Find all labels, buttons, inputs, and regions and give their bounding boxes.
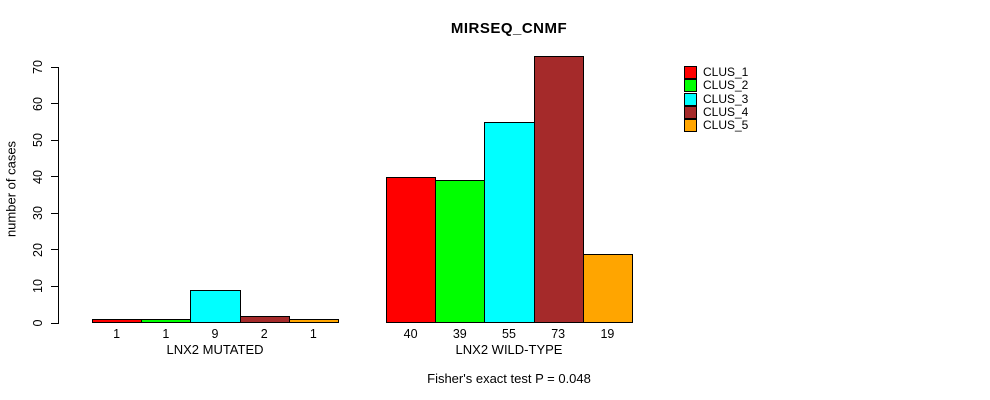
y-tick-label: 10 — [31, 279, 45, 294]
legend-swatch-clus_3 — [684, 92, 697, 106]
chart-title: MIRSEQ_CNMF — [450, 20, 568, 37]
legend-item-clus_3: CLUS_3 — [684, 91, 749, 106]
y-tick-label: 70 — [31, 60, 45, 75]
y-tick-mark — [51, 212, 59, 214]
bar-clus_2-group2 — [435, 180, 486, 323]
legend-swatch-clus_4 — [684, 105, 697, 119]
bar-clus_4-group1 — [239, 315, 290, 323]
y-tick-mark — [51, 66, 59, 68]
bar-value-label: 1 — [113, 327, 121, 341]
bar-clus_4-group2 — [533, 56, 584, 323]
x-group-label-1: LNX2 MUTATED — [166, 342, 264, 357]
y-axis-title: number of cases — [3, 140, 19, 238]
legend-label: CLUS_5 — [703, 118, 749, 133]
y-tick-mark — [51, 285, 59, 287]
y-tick-label: 20 — [31, 242, 45, 257]
y-tick-label: 40 — [31, 169, 45, 184]
bar-value-label: 39 — [452, 327, 467, 341]
y-tick-mark — [51, 176, 59, 178]
legend-swatch-clus_5 — [684, 119, 697, 133]
y-axis-line — [58, 67, 59, 323]
bar-clus_5-group1 — [288, 319, 339, 323]
bar-clus_2-group1 — [141, 319, 192, 323]
bar-value-label: 55 — [502, 327, 516, 341]
y-tick-label: 50 — [31, 133, 45, 148]
legend-item-clus_4: CLUS_4 — [684, 104, 749, 119]
y-tick-mark — [51, 322, 59, 324]
legend-label: CLUS_2 — [703, 78, 749, 93]
bar-clus_1-group1 — [92, 319, 143, 323]
bar-value-label: 40 — [403, 327, 418, 341]
legend-item-clus_1: CLUS_1 — [684, 66, 748, 79]
legend-label: CLUS_4 — [703, 104, 749, 119]
y-tick-label: 60 — [31, 96, 45, 111]
legend-item-clus_2: CLUS_2 — [684, 78, 749, 93]
legend-label: CLUS_3 — [703, 91, 749, 106]
bar-value-label: 73 — [551, 327, 566, 341]
y-tick-label: 30 — [31, 206, 45, 221]
bar-clus_5-group2 — [582, 253, 633, 323]
bar-clus_3-group1 — [190, 290, 241, 323]
bar-value-label: 9 — [211, 327, 219, 341]
caption: Fisher's exact test P = 0.048 — [427, 371, 591, 386]
legend-label: CLUS_1 — [703, 65, 749, 79]
bar-value-label: 1 — [309, 327, 317, 341]
bar-clus_3-group2 — [484, 121, 535, 323]
y-tick-mark — [51, 103, 59, 105]
bar-value-label: 1 — [162, 327, 170, 341]
legend-item-clus_5: CLUS_5 — [684, 118, 749, 133]
bar-clus_1-group2 — [386, 176, 437, 323]
legend-swatch-clus_1 — [684, 66, 697, 79]
y-tick-mark — [51, 249, 59, 251]
x-group-label-2: LNX2 WILD-TYPE — [455, 342, 563, 357]
legend-swatch-clus_2 — [684, 79, 697, 93]
y-tick-label: 0 — [31, 319, 45, 327]
bar-value-label: 19 — [600, 327, 615, 341]
bar-value-label: 2 — [260, 327, 268, 341]
y-tick-mark — [51, 139, 59, 141]
